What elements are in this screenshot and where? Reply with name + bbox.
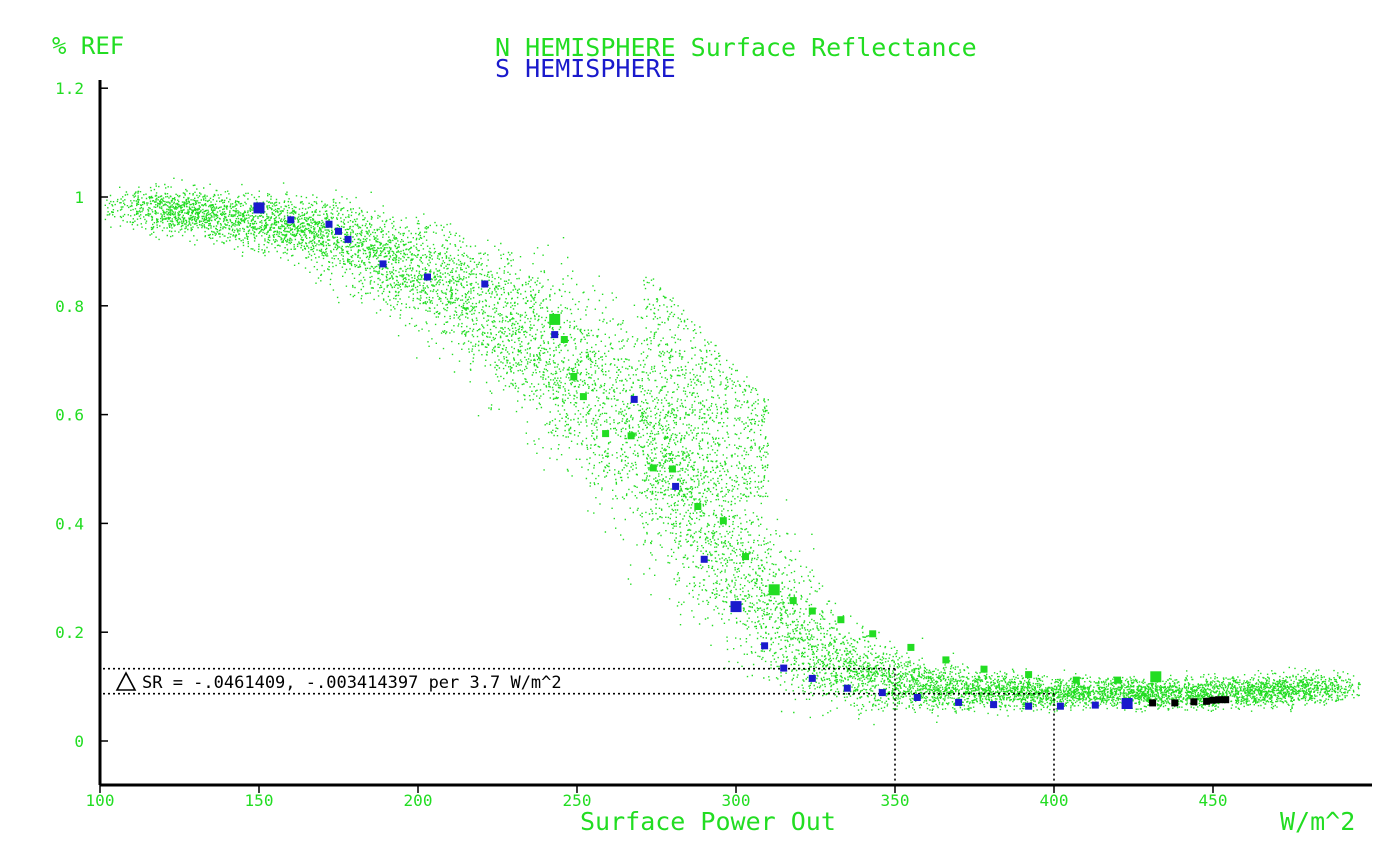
x-tick-label: 100 xyxy=(86,791,115,810)
series-1 xyxy=(253,202,1133,710)
data-point xyxy=(955,698,963,706)
y-tick-label: 1 xyxy=(74,188,84,207)
y-tick-label: 0.4 xyxy=(55,514,84,533)
data-point xyxy=(719,517,727,525)
data-point xyxy=(789,597,797,605)
data-point xyxy=(1150,671,1162,683)
chart-title-line2: S HEMISPHERE xyxy=(495,54,676,83)
data-point xyxy=(424,273,431,281)
data-point xyxy=(579,393,587,401)
data-point xyxy=(730,601,742,613)
x-tick-label: 200 xyxy=(404,791,433,810)
annotation-text: SR = -.0461409, -.003414397 per 3.7 W/m^… xyxy=(142,673,562,693)
data-point xyxy=(1072,676,1080,684)
data-point xyxy=(602,430,610,438)
x-axis-unit: W/m^2 xyxy=(1280,807,1355,836)
data-point xyxy=(253,202,265,214)
data-point xyxy=(1209,696,1217,704)
series-0 xyxy=(549,313,1162,684)
data-point xyxy=(672,482,680,490)
tick-labels: 100 150 200 250 300 350 400 450 0 0.2 0.4 0.6 0.8 1 1.… xyxy=(55,79,1227,810)
data-point xyxy=(627,432,635,440)
data-point xyxy=(1215,696,1223,704)
data-point xyxy=(700,555,708,563)
y-tick-label: 0.2 xyxy=(55,623,84,642)
x-tick-label: 150 xyxy=(245,791,274,810)
x-tick-label: 250 xyxy=(563,791,592,810)
series-2 xyxy=(1149,696,1230,707)
data-point xyxy=(1025,702,1033,710)
data-point xyxy=(1203,697,1211,705)
y-tick-label: 1.2 xyxy=(55,79,84,98)
x-tick-label: 450 xyxy=(1199,791,1228,810)
data-point xyxy=(808,674,816,682)
data-point xyxy=(843,684,851,692)
data-point xyxy=(668,465,676,473)
data-point xyxy=(1114,676,1122,684)
x-axis-label: Surface Power Out xyxy=(580,807,836,836)
data-point xyxy=(630,395,638,403)
data-point xyxy=(694,503,702,510)
data-point xyxy=(780,664,788,672)
delta-icon xyxy=(115,671,137,691)
data-point xyxy=(837,616,845,624)
data-point xyxy=(1121,698,1133,709)
x-tick-label: 300 xyxy=(722,791,751,810)
data-point xyxy=(1222,696,1230,704)
data-point xyxy=(942,656,950,664)
data-point xyxy=(869,630,877,638)
x-tick-label: 350 xyxy=(881,791,910,810)
data-point xyxy=(761,642,769,650)
data-point xyxy=(549,313,561,325)
data-point xyxy=(344,235,352,243)
data-point xyxy=(768,584,780,596)
data-point xyxy=(570,373,578,380)
data-point xyxy=(913,694,921,701)
series-markers xyxy=(253,202,1230,710)
y-tick-label: 0.8 xyxy=(55,297,84,316)
data-point xyxy=(1149,699,1157,707)
data-point xyxy=(649,464,657,472)
data-point xyxy=(1171,699,1179,707)
data-point xyxy=(742,553,749,561)
data-point xyxy=(335,227,342,235)
annotation-lines xyxy=(103,667,1055,783)
data-point xyxy=(1190,698,1198,706)
y-tick-label: 0 xyxy=(74,732,84,751)
chart-title: N HEMISPHERE Surface Reflectance xyxy=(495,33,977,62)
y-axis-label: % REF xyxy=(52,32,124,60)
data-point xyxy=(287,216,295,224)
data-point xyxy=(980,665,988,673)
annotation: SR = -.0461409, -.003414397 per 3.7 W/m^… xyxy=(115,671,562,693)
data-point xyxy=(325,220,333,228)
data-point xyxy=(1056,702,1064,710)
data-point xyxy=(1025,671,1033,679)
data-point xyxy=(560,336,568,343)
data-point xyxy=(1091,701,1099,709)
data-cloud xyxy=(104,177,1361,726)
data-point xyxy=(878,689,886,697)
data-point xyxy=(990,701,998,709)
x-tick-label: 400 xyxy=(1040,791,1069,810)
data-point xyxy=(907,643,915,651)
data-point xyxy=(379,260,387,268)
y-tick-label: 0.6 xyxy=(55,406,84,425)
data-point xyxy=(808,607,816,615)
data-point xyxy=(551,331,559,339)
data-point xyxy=(481,280,489,288)
scatter-cloud xyxy=(104,177,1361,726)
